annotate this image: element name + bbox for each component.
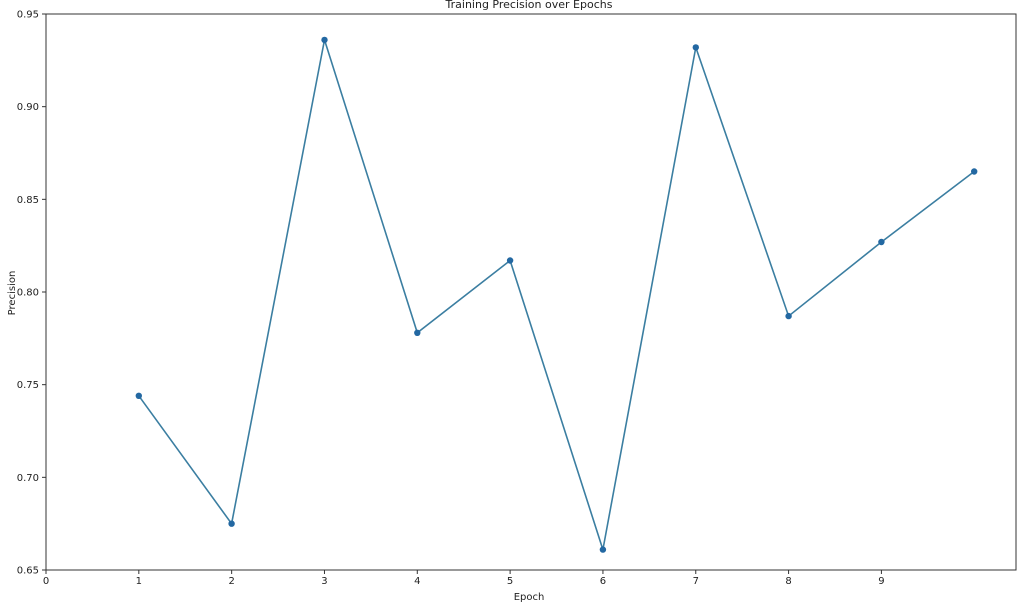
series-points: [135, 36, 978, 553]
x-tick-label: 2: [228, 576, 234, 587]
x-tick-label: 6: [600, 576, 606, 587]
y-tick-label: 0.70: [17, 473, 39, 484]
x-tick-label: 3: [321, 576, 327, 587]
x-axis: 0 1 2 3 4 5 6 7 8 9: [43, 570, 885, 587]
x-tick-label: 9: [878, 576, 884, 587]
data-point: [228, 520, 235, 527]
data-point: [785, 312, 792, 320]
y-tick-label: 0.95: [17, 10, 39, 21]
x-tick-label: 8: [785, 576, 791, 587]
y-tick-label: 0.75: [17, 380, 39, 391]
data-point: [878, 238, 885, 246]
series-line: [138, 39, 975, 550]
data-point: [414, 329, 421, 336]
y-axis-label: Precision: [7, 271, 18, 316]
plot-frame: [45, 13, 1017, 571]
y-tick-label: 0.85: [17, 195, 39, 206]
x-tick-label: 0: [43, 576, 49, 587]
y-tick-label: 0.65: [17, 566, 39, 577]
x-tick-label: 7: [693, 576, 699, 587]
x-tick-label: 4: [414, 576, 420, 587]
x-tick-label: 5: [507, 576, 513, 587]
y-axis: 0.65 0.70 0.75 0.80 0.85 0.90 0.95: [17, 10, 46, 577]
data-point: [971, 168, 978, 175]
y-tick-label: 0.90: [17, 102, 39, 113]
y-tick-label: 0.80: [17, 288, 39, 299]
x-tick-label: 1: [136, 576, 142, 587]
data-point: [135, 392, 142, 399]
data-point: [692, 44, 699, 51]
data-point: [599, 546, 607, 553]
chart-title: Training Precision over Epochs: [445, 0, 613, 11]
data-point: [506, 257, 514, 264]
x-axis-label: Epoch: [514, 592, 545, 603]
data-point: [321, 36, 328, 44]
